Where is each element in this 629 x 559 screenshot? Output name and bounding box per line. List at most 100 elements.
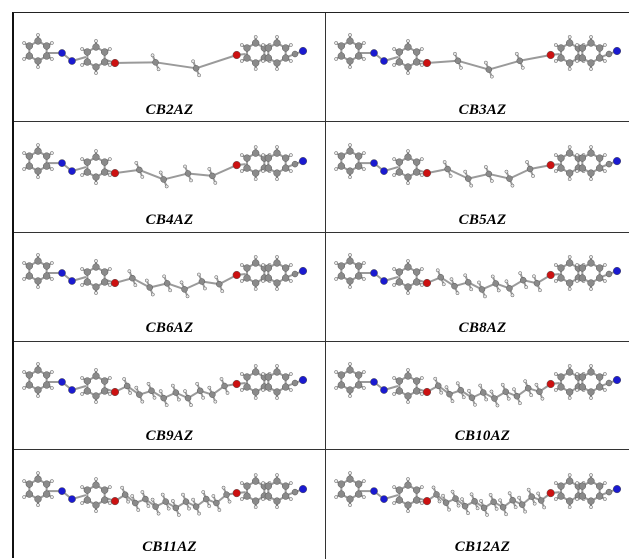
oxygen-atom — [232, 270, 241, 280]
carbon-atom — [596, 274, 604, 282]
molecule-label: CB10AZ — [454, 428, 511, 444]
oxygen-atom — [546, 379, 555, 389]
hydrogen-atom — [334, 167, 338, 171]
bond — [187, 172, 213, 177]
carbon-atom — [92, 43, 100, 51]
hydrogen-atom — [507, 491, 512, 496]
hydrogen-atom — [589, 35, 593, 39]
hydrogen-atom — [553, 59, 558, 63]
hydrogen-atom — [553, 43, 558, 47]
carbon-atom — [404, 173, 412, 181]
carbon-atom — [404, 501, 412, 509]
carbon-atom — [252, 497, 260, 505]
hydrogen-atom — [348, 143, 352, 147]
carbon-atom — [273, 279, 281, 287]
hydrogen-atom — [120, 485, 124, 490]
hydrogen-atom — [567, 287, 572, 291]
carbon-atom — [566, 368, 574, 376]
hydrogen-atom — [517, 495, 521, 500]
carbon-atom — [282, 44, 290, 52]
ball-and-stick-model — [22, 143, 308, 189]
hydrogen-atom — [158, 389, 163, 393]
molecule-cell-cb2az: CB2AZ — [14, 13, 325, 121]
hydrogen-atom — [567, 67, 572, 71]
hydrogen-atom — [275, 67, 279, 71]
nitrogen-atom — [68, 57, 76, 65]
carbon-atom — [490, 498, 497, 506]
hydrogen-atom — [575, 279, 579, 283]
hydrogen-atom — [108, 157, 112, 161]
carbon-atom — [101, 486, 109, 494]
carbon-atom — [92, 481, 100, 489]
hydrogen-atom — [207, 167, 212, 171]
carbon-atom — [566, 497, 574, 505]
hydrogen-atom — [122, 377, 127, 381]
carbon-atom — [273, 497, 281, 505]
hydrogen-atom — [567, 505, 572, 509]
hydrogen-atom — [459, 65, 463, 70]
carbon-atom — [337, 52, 345, 60]
carbon-atom — [478, 286, 486, 293]
hydrogen-atom — [553, 481, 558, 485]
carbon-atom — [83, 486, 91, 494]
hydrogen-atom — [22, 370, 26, 374]
hydrogen-atom — [140, 175, 145, 179]
carbon-atom — [566, 169, 574, 177]
nitrogen-atom — [380, 57, 388, 65]
oxygen-atom — [546, 270, 555, 280]
carbon-atom — [492, 280, 499, 287]
column-divider — [325, 13, 326, 559]
oxygen-atom — [546, 50, 555, 60]
carbon-atom — [413, 387, 421, 395]
hydrogen-atom — [207, 385, 212, 390]
hydrogen-atom — [108, 376, 112, 380]
hydrogen-atom — [433, 376, 438, 381]
carbon-atom — [83, 496, 91, 504]
nitrogen-atom — [58, 159, 66, 167]
carbon-atom — [587, 477, 595, 485]
hydrogen-atom — [176, 397, 181, 402]
carbon-atom — [596, 482, 604, 490]
nitrogen-atom — [380, 495, 388, 503]
hydrogen-atom — [483, 165, 488, 169]
carbon-atom — [129, 274, 136, 282]
hydrogen-atom — [146, 381, 151, 386]
carbon-atom — [146, 284, 154, 291]
hydrogen-atom — [603, 263, 607, 267]
hydrogen-atom — [510, 293, 515, 298]
hydrogen-atom — [22, 277, 26, 281]
hydrogen-atom — [289, 59, 293, 63]
hydrogen-atom — [463, 273, 468, 278]
hydrogen-atom — [444, 385, 449, 390]
hydrogen-atom — [392, 376, 396, 380]
carbon-atom — [264, 482, 272, 490]
carbon-atom — [413, 486, 421, 494]
hydrogen-atom — [567, 35, 572, 39]
carbon-atom — [605, 160, 613, 168]
nitrogen-atom — [370, 49, 378, 57]
hydrogen-atom — [239, 388, 244, 392]
hydrogen-atom — [239, 153, 244, 157]
hydrogen-atom — [348, 394, 352, 398]
hydrogen-atom — [36, 175, 40, 179]
carbon-atom — [101, 58, 109, 66]
carbon-atom — [346, 475, 354, 483]
hydrogen-atom — [126, 499, 130, 504]
carbon-atom — [198, 278, 206, 285]
carbon-atom — [243, 482, 251, 490]
hydrogen-atom — [575, 169, 579, 173]
hydrogen-atom — [80, 63, 84, 67]
hydrogen-atom — [420, 392, 424, 396]
carbon-atom — [413, 496, 421, 504]
hydrogen-atom — [50, 261, 54, 265]
molecule-label: CB8AZ — [458, 320, 507, 336]
hydrogen-atom — [94, 71, 98, 75]
hydrogen-atom — [108, 63, 112, 67]
hydrogen-atom — [36, 394, 40, 398]
hydrogen-atom — [553, 497, 558, 501]
carbon-atom — [533, 280, 541, 287]
bond — [488, 59, 521, 71]
carbon-atom — [43, 490, 51, 498]
nitrogen-atom — [612, 375, 622, 385]
carbon-atom — [355, 262, 363, 270]
